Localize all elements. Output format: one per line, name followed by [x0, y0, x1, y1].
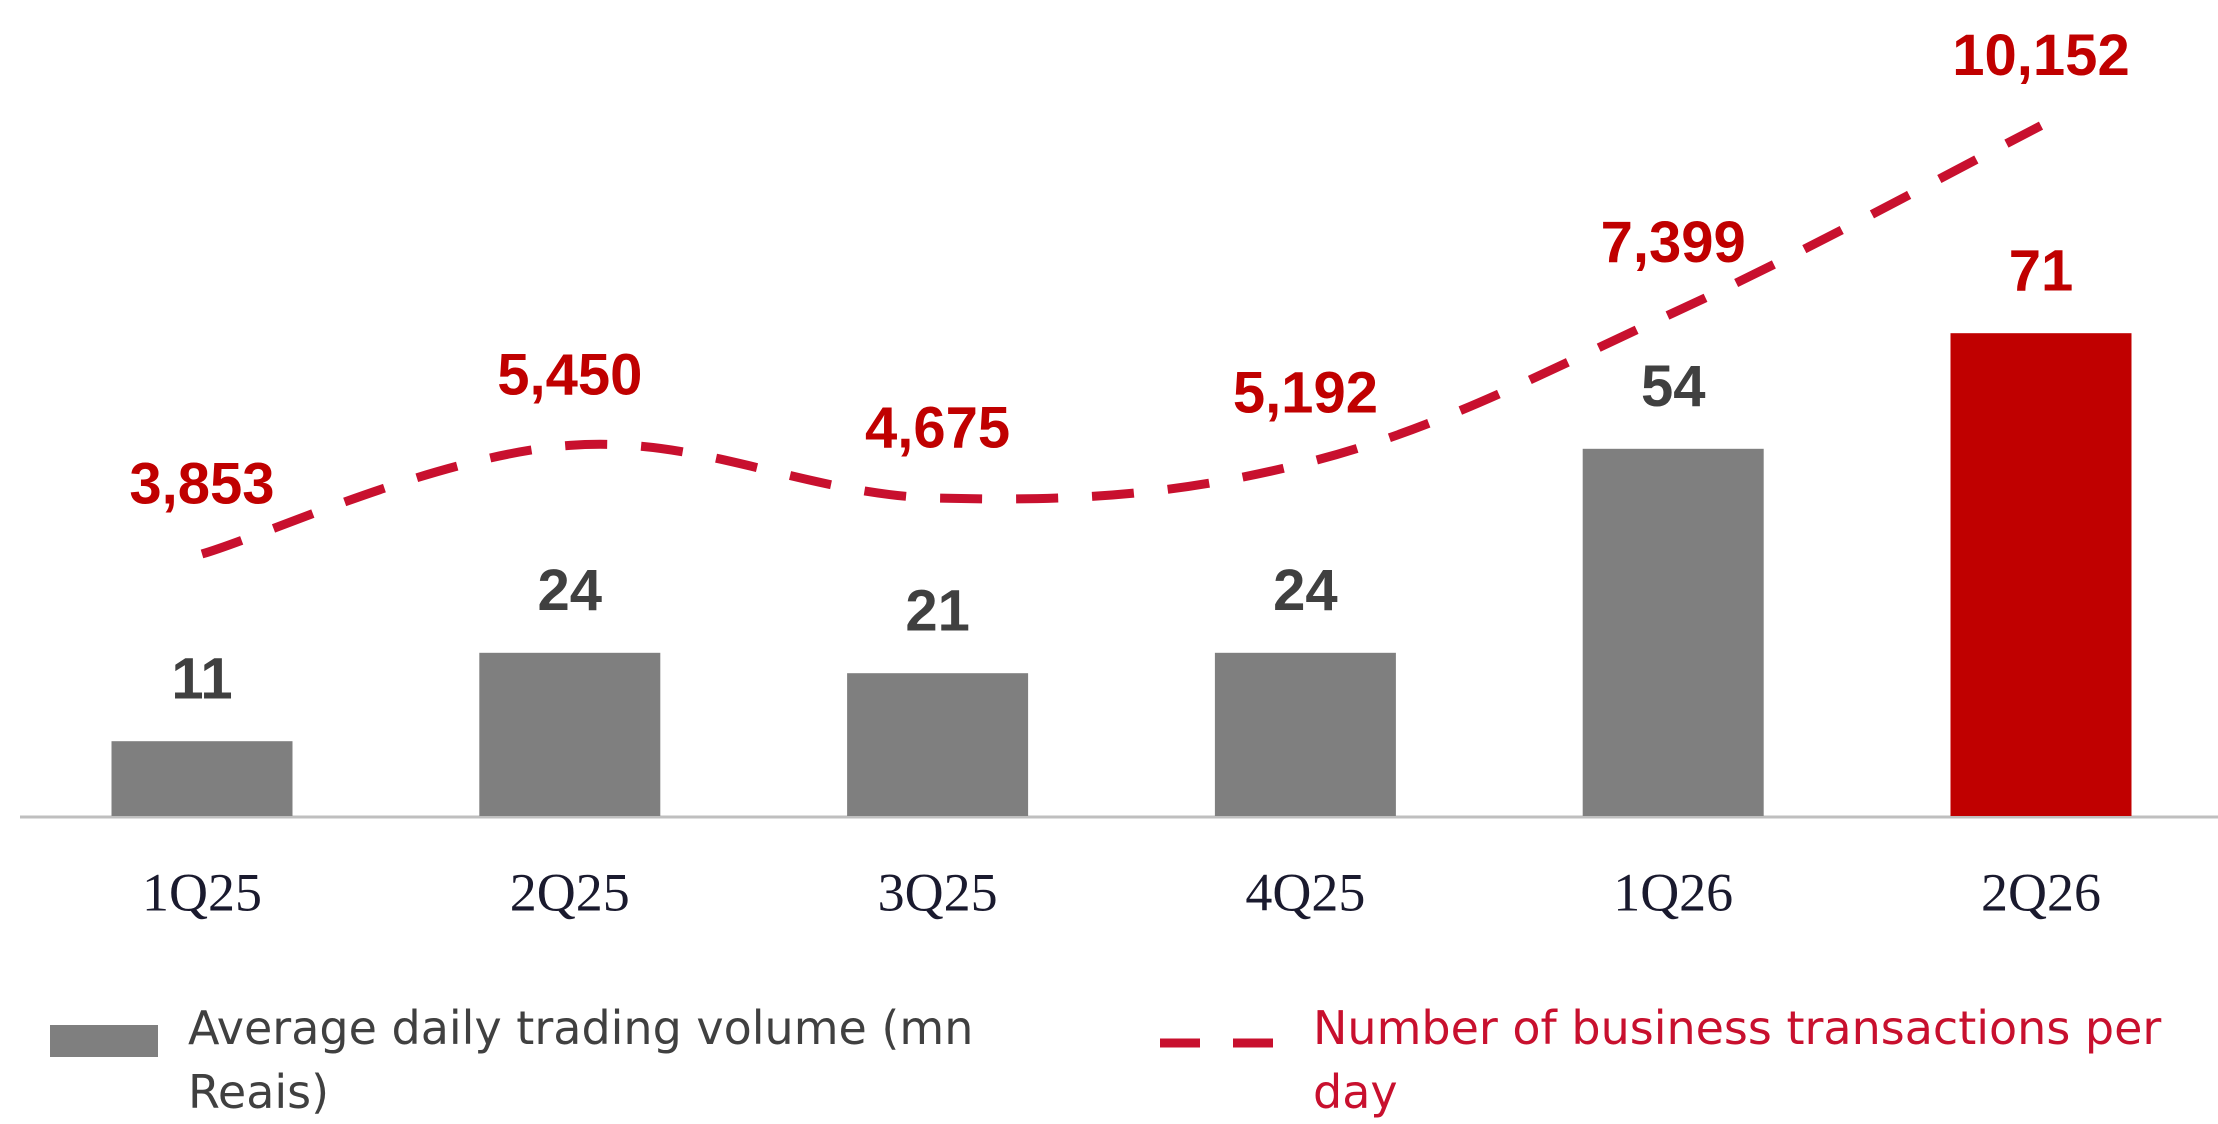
bar	[479, 652, 661, 816]
x-tick-label: 3Q25	[878, 862, 998, 922]
x-tick-label: 4Q25	[1245, 862, 1365, 922]
x-tick-label: 2Q26	[1981, 862, 2101, 922]
line-value-label: 10,152	[1952, 23, 2129, 88]
line-value-label: 4,675	[865, 395, 1010, 460]
bar-value-label: 54	[1641, 354, 1706, 419]
x-tick-label: 1Q25	[142, 862, 262, 922]
line-value-label: 5,192	[1233, 360, 1378, 425]
bar	[847, 673, 1029, 816]
line	[200, 121, 2044, 559]
bar	[1950, 333, 2132, 816]
bar	[1214, 652, 1396, 816]
legend-label: Number of business transactions per day	[1313, 1001, 2162, 1119]
bar-value-label: 24	[538, 558, 603, 623]
bar-value-label: 24	[1273, 558, 1338, 623]
line-value-label: 7,399	[1601, 210, 1746, 275]
line-value-label: 5,450	[497, 343, 642, 408]
legend-label: Average daily trading volume (mn Reais)	[188, 1001, 974, 1119]
legend-swatch-bar	[50, 1025, 158, 1057]
x-tick-label: 1Q26	[1613, 862, 1733, 922]
bar	[111, 741, 293, 816]
bar-value-label: 11	[171, 647, 232, 712]
bar-value-label: 71	[2009, 239, 2074, 304]
bar	[1582, 448, 1764, 816]
x-tick-label: 2Q25	[510, 862, 630, 922]
bar-value-label: 21	[905, 579, 970, 644]
line-value-label: 3,853	[129, 451, 274, 516]
